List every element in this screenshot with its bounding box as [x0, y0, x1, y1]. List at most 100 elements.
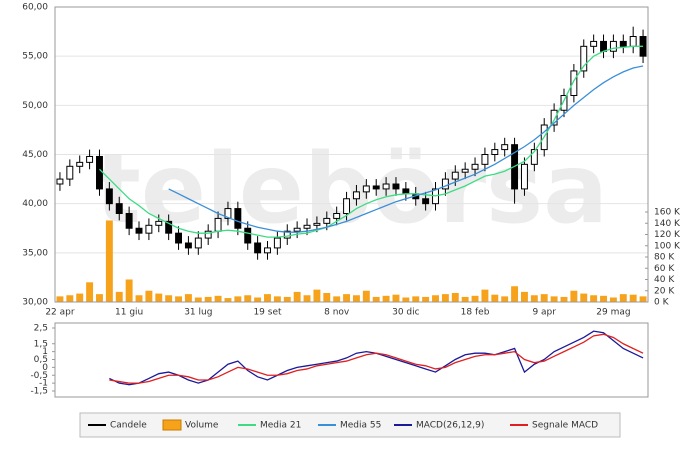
x-tick-label: 18 feb: [461, 308, 490, 318]
y-tick-label: 35,00: [22, 248, 48, 258]
candle-body: [570, 70, 578, 96]
candle-body: [254, 242, 262, 254]
volume-bar: [441, 294, 449, 302]
volume-bar: [609, 297, 617, 302]
candle-body: [125, 213, 133, 229]
volume-bar: [303, 295, 311, 302]
candle-body: [609, 40, 617, 52]
legend-label: MACD(26,12,9): [416, 421, 484, 431]
volume-bar: [600, 295, 607, 302]
candle-body: [273, 237, 281, 249]
y-tick-label: -0,5: [30, 371, 48, 381]
candle-body: [56, 178, 64, 185]
volume-bar: [372, 296, 380, 302]
candle-body: [323, 217, 331, 224]
volume-bar: [451, 293, 459, 302]
candle-body: [560, 95, 568, 111]
candle-body: [600, 40, 607, 52]
candle-body: [441, 178, 449, 190]
candle-body: [293, 227, 301, 232]
y2-tick-label: 100 K: [654, 241, 681, 251]
y2-tick-label: 140 K: [654, 219, 681, 229]
x-tick-label: 31 lug: [184, 308, 212, 318]
y-tick-label: 55,00: [22, 52, 48, 62]
candle-body: [530, 149, 538, 165]
candle-body: [165, 220, 173, 234]
candle-body: [491, 149, 499, 155]
volume-bar: [570, 290, 578, 302]
y2-tick-label: 80 K: [654, 253, 675, 263]
volume-bar: [96, 294, 103, 302]
candle-body: [422, 198, 430, 205]
candle-body: [580, 45, 588, 72]
legend-label: Media 55: [340, 421, 381, 431]
volume-bar: [264, 294, 271, 302]
legend-swatch: [162, 419, 182, 431]
volume-bar: [86, 282, 94, 302]
candle-body: [501, 144, 509, 151]
y-tick-label: 60,00: [22, 3, 48, 13]
candle-body: [629, 36, 637, 47]
candle-body: [184, 242, 192, 249]
y2-tick-label: 20 K: [654, 286, 675, 296]
volume-bar: [412, 296, 420, 302]
volume-bar: [194, 297, 202, 302]
y2-tick-label: 120 K: [654, 230, 681, 240]
candle-body: [481, 154, 489, 165]
candle-body: [451, 171, 459, 180]
volume-bar: [333, 296, 341, 302]
x-tick-label: 9 apr: [532, 308, 556, 318]
candle-body: [115, 203, 123, 215]
candle-body: [550, 109, 558, 126]
candle-body: [471, 163, 479, 170]
volume-bar: [66, 295, 74, 302]
candle-body: [402, 188, 410, 195]
volume-bar: [175, 296, 183, 302]
volume-bar: [352, 295, 360, 302]
x-tick-label: 11 giu: [115, 308, 143, 318]
x-tick-label: 22 apr: [45, 308, 75, 318]
candle-body: [244, 227, 252, 244]
y2-tick-label: 60 K: [654, 264, 675, 274]
y2-tick-label: 160 K: [654, 208, 681, 218]
candle-body: [362, 185, 370, 193]
candle-body: [343, 198, 351, 214]
candle-body: [264, 247, 271, 254]
candle-body: [86, 155, 94, 163]
y-tick-label: -1: [39, 379, 48, 389]
plot-frame: [54, 322, 649, 398]
volume-bar: [619, 294, 627, 302]
candle-body: [461, 168, 469, 173]
y-tick-label: 0,5: [34, 355, 48, 365]
y-tick-label: 40,00: [22, 199, 48, 209]
y2-tick-label: 0 K: [654, 298, 670, 308]
candle-body: [372, 185, 380, 190]
volume-bar: [432, 295, 439, 302]
volume-bar: [590, 295, 598, 302]
volume-bar: [471, 295, 479, 302]
candle-body: [333, 213, 341, 219]
line-series: [99, 45, 644, 238]
volume-bar: [56, 296, 64, 302]
candle-body: [214, 217, 222, 232]
volume-bar: [392, 294, 400, 302]
candle-body: [224, 208, 232, 219]
candle-body: [352, 191, 360, 200]
volume-bar: [629, 294, 637, 302]
legend-label: Volume: [185, 421, 219, 431]
volume-bar: [165, 295, 173, 302]
candle-body: [76, 161, 84, 167]
y-tick-label: 1: [42, 347, 48, 357]
volume-bar: [491, 294, 499, 302]
volume-bar: [362, 290, 370, 302]
x-tick-label: 29 mag: [596, 308, 630, 318]
candle-body: [175, 232, 183, 244]
x-tick-label: 8 nov: [324, 308, 350, 318]
volume-bar: [520, 291, 528, 302]
candle-body: [145, 224, 153, 234]
volume-bar: [323, 293, 331, 302]
volume-bar: [244, 295, 252, 302]
volume-bar: [135, 295, 143, 302]
volume-bar: [184, 294, 192, 302]
